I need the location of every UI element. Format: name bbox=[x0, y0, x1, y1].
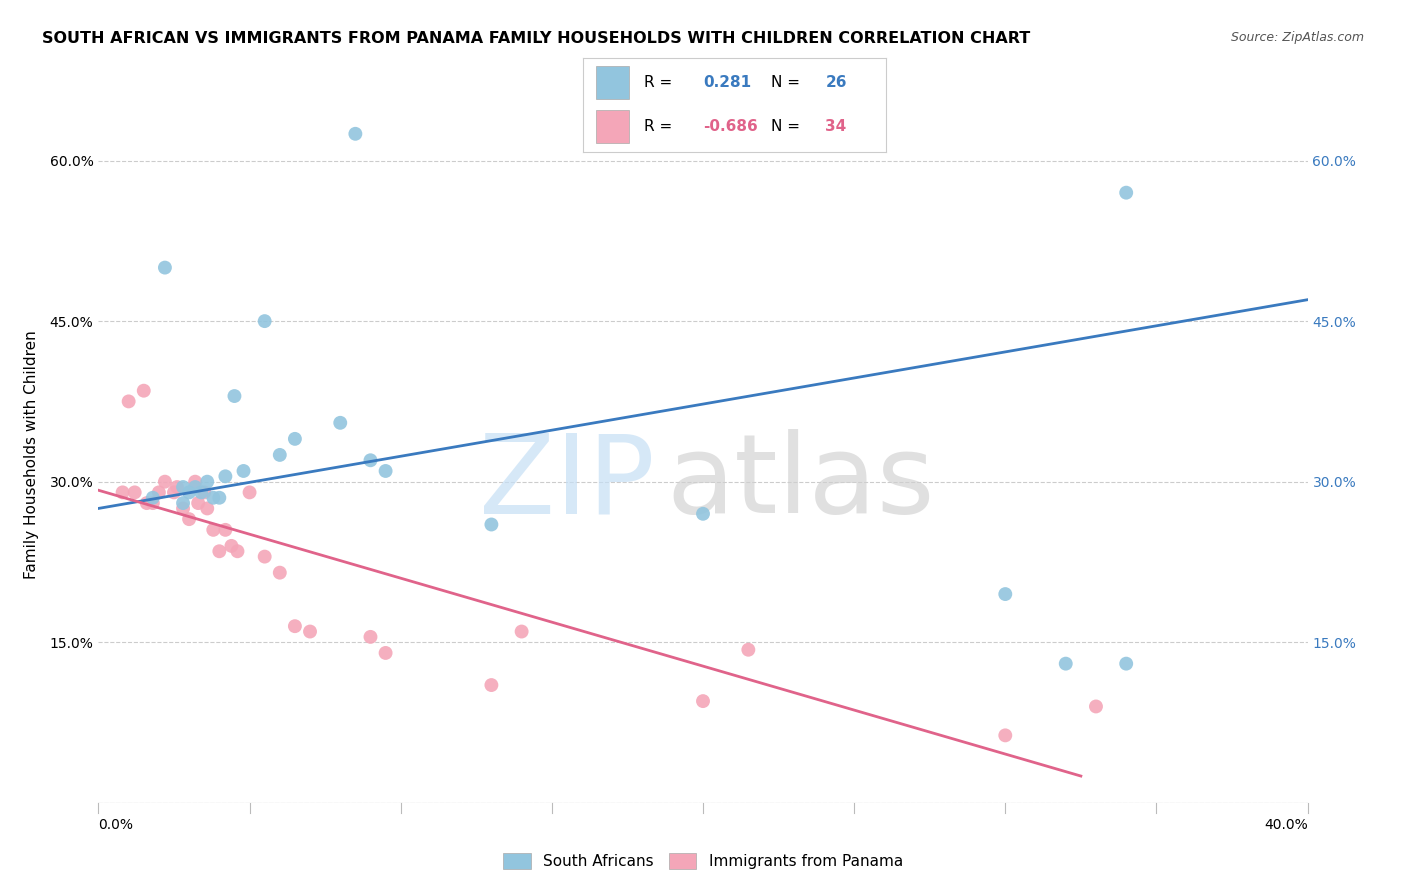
Point bbox=[202, 491, 225, 505]
Point bbox=[360, 453, 382, 467]
Point bbox=[329, 416, 352, 430]
Point bbox=[374, 646, 396, 660]
Point bbox=[374, 464, 396, 478]
Text: 0.0%: 0.0% bbox=[98, 818, 134, 832]
Text: 40.0%: 40.0% bbox=[1264, 818, 1308, 832]
Text: 0.281: 0.281 bbox=[703, 75, 751, 90]
Point bbox=[208, 491, 231, 505]
Point bbox=[232, 464, 254, 478]
Point bbox=[224, 389, 246, 403]
Text: atlas: atlas bbox=[666, 429, 935, 536]
Point bbox=[184, 475, 207, 489]
Point bbox=[994, 728, 1017, 742]
Point bbox=[214, 469, 236, 483]
Y-axis label: Family Households with Children: Family Households with Children bbox=[24, 331, 38, 579]
Point bbox=[994, 587, 1017, 601]
Point bbox=[132, 384, 155, 398]
Point bbox=[253, 549, 276, 564]
Point bbox=[193, 485, 215, 500]
Point bbox=[135, 496, 157, 510]
Text: N =: N = bbox=[770, 120, 804, 135]
Point bbox=[269, 566, 291, 580]
Point bbox=[195, 501, 218, 516]
Point bbox=[153, 260, 176, 275]
Point bbox=[253, 314, 276, 328]
Bar bbox=[596, 111, 628, 144]
Point bbox=[1054, 657, 1077, 671]
Point bbox=[692, 507, 714, 521]
Text: 26: 26 bbox=[825, 75, 846, 90]
Point bbox=[148, 485, 170, 500]
Point bbox=[208, 544, 231, 558]
Point bbox=[184, 480, 207, 494]
Point bbox=[172, 480, 194, 494]
Point bbox=[1115, 186, 1137, 200]
Text: R =: R = bbox=[644, 120, 678, 135]
Text: 34: 34 bbox=[825, 120, 846, 135]
Point bbox=[360, 630, 382, 644]
Point bbox=[692, 694, 714, 708]
Point bbox=[190, 485, 212, 500]
Point bbox=[118, 394, 141, 409]
Text: N =: N = bbox=[770, 75, 804, 90]
Point bbox=[269, 448, 291, 462]
Point bbox=[1115, 657, 1137, 671]
Point bbox=[166, 480, 188, 494]
Point bbox=[284, 619, 307, 633]
Point bbox=[142, 496, 165, 510]
Point bbox=[187, 496, 209, 510]
Point bbox=[153, 475, 176, 489]
Text: Source: ZipAtlas.com: Source: ZipAtlas.com bbox=[1230, 31, 1364, 45]
Point bbox=[172, 501, 194, 516]
Point bbox=[214, 523, 236, 537]
Text: ZIP: ZIP bbox=[479, 429, 655, 536]
Point bbox=[284, 432, 307, 446]
Point bbox=[737, 642, 759, 657]
Point bbox=[481, 517, 503, 532]
Point bbox=[142, 491, 165, 505]
Point bbox=[163, 485, 186, 500]
Bar bbox=[596, 66, 628, 99]
Point bbox=[172, 496, 194, 510]
Text: -0.686: -0.686 bbox=[703, 120, 758, 135]
Point bbox=[299, 624, 322, 639]
Point bbox=[179, 485, 201, 500]
Point bbox=[111, 485, 134, 500]
Point bbox=[481, 678, 503, 692]
Point bbox=[1085, 699, 1108, 714]
Point bbox=[179, 512, 201, 526]
Point bbox=[226, 544, 249, 558]
Point bbox=[221, 539, 243, 553]
Point bbox=[239, 485, 262, 500]
Text: SOUTH AFRICAN VS IMMIGRANTS FROM PANAMA FAMILY HOUSEHOLDS WITH CHILDREN CORRELAT: SOUTH AFRICAN VS IMMIGRANTS FROM PANAMA … bbox=[42, 31, 1031, 46]
Point bbox=[124, 485, 146, 500]
Point bbox=[202, 523, 225, 537]
Legend: South Africans, Immigrants from Panama: South Africans, Immigrants from Panama bbox=[498, 847, 908, 875]
Point bbox=[510, 624, 533, 639]
Point bbox=[344, 127, 367, 141]
Text: R =: R = bbox=[644, 75, 678, 90]
Point bbox=[195, 475, 218, 489]
